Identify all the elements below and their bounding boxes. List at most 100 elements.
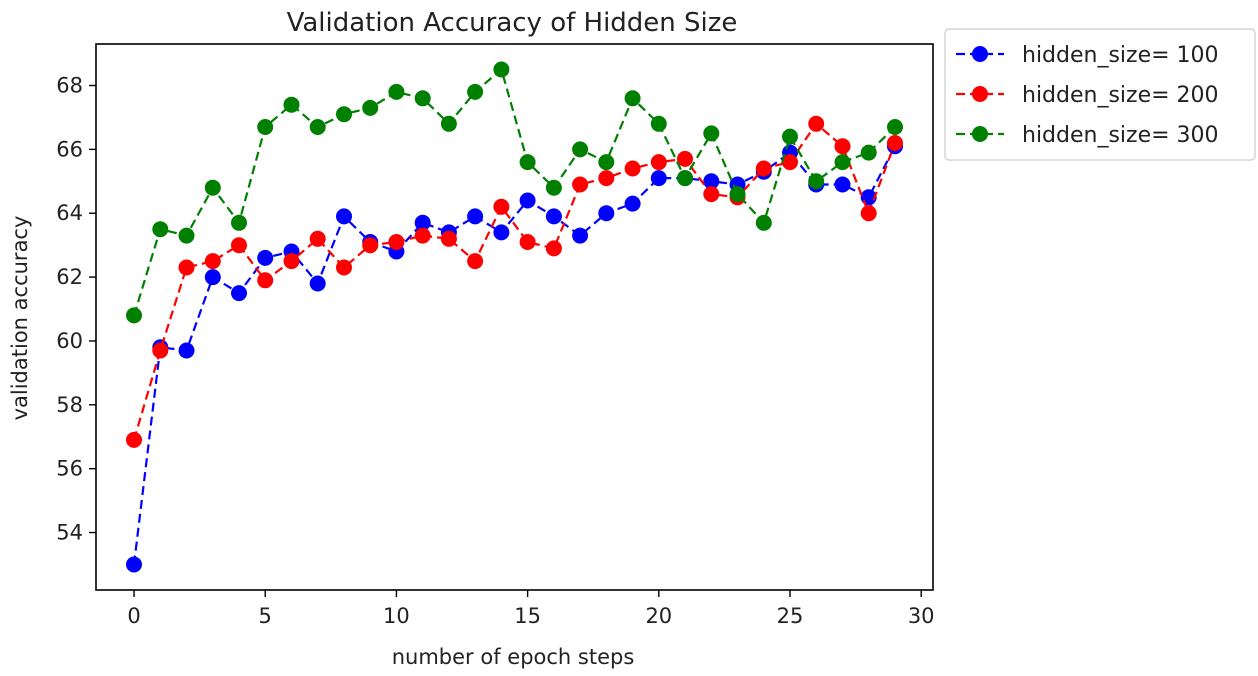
- series-3-point: [598, 154, 615, 171]
- series-2-point: [336, 259, 352, 276]
- series-1-point: [519, 192, 536, 209]
- series-2-point: [808, 115, 825, 132]
- series-2-point: [152, 342, 169, 359]
- series-1-point: [336, 208, 352, 225]
- series-3-point: [729, 186, 746, 203]
- series-3-point: [126, 307, 142, 324]
- series-1-point: [703, 173, 720, 190]
- series-2-point: [414, 227, 431, 244]
- series-3-point: [362, 99, 379, 116]
- axis-ticks: 0 5 10 15 20 25 30 54 56 58 60 62 64 66 68: [56, 74, 934, 628]
- series-3-point: [231, 214, 247, 231]
- series-3-point: [152, 221, 169, 238]
- series-1-point: [204, 269, 221, 286]
- series-2-point: [572, 176, 589, 193]
- y-axis-label: validation accuracy: [8, 216, 32, 421]
- x-tick-label: 30: [908, 604, 935, 628]
- series-1-point: [624, 195, 641, 212]
- series-3-point: [283, 96, 300, 113]
- y-tick-label: 66: [56, 137, 83, 161]
- series-3-point: [860, 144, 877, 161]
- legend-label-2: hidden_size= 200: [1022, 83, 1219, 108]
- series-2-point: [887, 135, 903, 151]
- series-2-point: [467, 253, 484, 270]
- series-2-point: [126, 431, 142, 448]
- series-1-point: [126, 556, 142, 573]
- series-1-point: [545, 208, 562, 225]
- series-3-point: [650, 115, 667, 132]
- series-2-point: [493, 198, 510, 215]
- series-2-point: [545, 240, 562, 257]
- series-1-point: [309, 275, 326, 292]
- series-3-point: [782, 128, 798, 145]
- plot-area: [126, 61, 903, 573]
- series-1-point: [467, 208, 484, 225]
- x-tick-label: 25: [777, 604, 804, 628]
- x-axis-label: number of epoch steps: [392, 645, 635, 669]
- series-3-point: [624, 90, 641, 107]
- series-3-point: [808, 173, 825, 190]
- y-tick-label: 54: [56, 521, 83, 545]
- y-tick-label: 62: [56, 265, 83, 289]
- series-2-point: [834, 138, 851, 155]
- series-2-point: [231, 237, 247, 254]
- series-2-point: [362, 237, 379, 254]
- legend: hidden_size= 100 hidden_size= 200 hidden_s…: [944, 28, 1256, 161]
- y-tick-label: 56: [56, 457, 83, 481]
- series-2-point: [204, 253, 221, 270]
- series-1-point: [414, 214, 431, 231]
- series-2-point: [860, 205, 877, 222]
- legend-marker-3: [972, 126, 988, 142]
- series-2-point: [677, 150, 693, 167]
- x-tick-label: 15: [514, 604, 541, 628]
- y-tick-label: 60: [56, 329, 83, 353]
- legend-frame: [944, 28, 1256, 161]
- series-3-point: [545, 179, 562, 196]
- legend-marker-1: [972, 46, 988, 62]
- series-1-point: [650, 170, 667, 187]
- series-3-point: [467, 83, 484, 100]
- series-2-point: [598, 170, 615, 187]
- plot-frame: [95, 43, 934, 591]
- series-line-3: [132, 67, 896, 316]
- series-1-point: [834, 176, 851, 193]
- series-1-point: [572, 227, 589, 244]
- series-1-point: [493, 224, 510, 241]
- series-3-point: [388, 83, 405, 100]
- series-1-point: [178, 342, 195, 359]
- legend-label-3: hidden_size= 300: [1022, 123, 1219, 148]
- x-tick-label: 0: [127, 604, 140, 628]
- series-3-point: [178, 227, 195, 244]
- x-tick-label: 5: [259, 604, 272, 628]
- series-3-point: [755, 214, 772, 231]
- y-tick-label: 58: [56, 393, 83, 417]
- series-2-point: [519, 234, 536, 250]
- series-3-point: [519, 154, 536, 171]
- chart-title: Validation Accuracy of Hidden Size: [287, 8, 738, 38]
- series-2-point: [388, 234, 405, 250]
- series-2-point: [178, 259, 195, 276]
- series-3-point: [572, 141, 589, 158]
- series-3-point: [677, 170, 693, 187]
- series-2-point: [440, 230, 457, 247]
- y-tick-label: 68: [56, 74, 83, 98]
- series-2-point: [755, 160, 772, 177]
- series-3-point: [834, 154, 851, 171]
- series-3-point: [257, 119, 274, 135]
- series-line-1: [132, 145, 896, 565]
- series-3-point: [440, 115, 457, 132]
- x-tick-label: 20: [645, 604, 672, 628]
- legend-label-1: hidden_size= 100: [1022, 43, 1219, 68]
- series-3-point: [336, 106, 352, 123]
- series-1-point: [231, 285, 247, 302]
- series-2-point: [283, 253, 300, 270]
- series-3-point: [204, 179, 221, 196]
- series-2-point: [309, 230, 326, 247]
- series-2-point: [703, 186, 720, 203]
- series-3-point: [414, 90, 431, 107]
- series-3-point: [493, 61, 510, 78]
- series-3-point: [703, 125, 720, 142]
- series-2-point: [624, 160, 641, 177]
- legend-marker-2: [972, 86, 988, 102]
